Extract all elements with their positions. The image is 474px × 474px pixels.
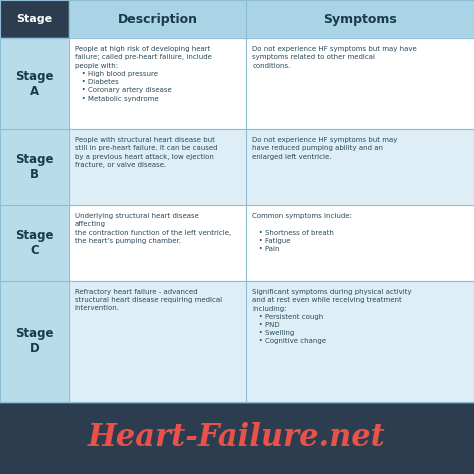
Bar bbox=[69, 0, 474, 38]
Bar bbox=[69, 38, 246, 129]
Bar bbox=[246, 205, 474, 281]
Text: Description: Description bbox=[118, 12, 198, 26]
Text: Significant symptoms during physical activity
and at rest even while receiving t: Significant symptoms during physical act… bbox=[253, 289, 412, 345]
Bar bbox=[246, 281, 474, 402]
Bar bbox=[0, 38, 69, 129]
Text: Do not experience HF symptoms but may
have reduced pumping ability and an
enlarg: Do not experience HF symptoms but may ha… bbox=[253, 137, 398, 159]
Text: Heart-Failure.net: Heart-Failure.net bbox=[88, 422, 386, 454]
Bar bbox=[0, 129, 69, 205]
Bar bbox=[69, 129, 246, 205]
Bar bbox=[246, 38, 474, 129]
Bar bbox=[69, 205, 246, 281]
Text: People with structural heart disease but
still in pre-heart failure. It can be c: People with structural heart disease but… bbox=[75, 137, 217, 168]
Bar bbox=[0, 402, 474, 474]
Bar bbox=[0, 281, 69, 402]
Text: Do not experience HF symptoms but may have
symptoms related to other medical
con: Do not experience HF symptoms but may ha… bbox=[253, 46, 417, 69]
Text: Stage: Stage bbox=[16, 14, 53, 24]
Text: Stage
A: Stage A bbox=[15, 70, 54, 98]
Text: Stage
B: Stage B bbox=[15, 153, 54, 181]
Text: Stage
C: Stage C bbox=[15, 229, 54, 257]
Text: Underlying structural heart disease
affecting
the contraction function of the le: Underlying structural heart disease affe… bbox=[75, 213, 231, 244]
Text: People at high risk of developing heart
failure; called pre-heart failure, inclu: People at high risk of developing heart … bbox=[75, 46, 211, 101]
Text: Refractory heart failure - advanced
structural heart disease requiring medical
i: Refractory heart failure - advanced stru… bbox=[75, 289, 222, 311]
Bar bbox=[69, 281, 246, 402]
Text: Common symptoms include:

   • Shortness of breath
   • Fatigue
   • Pain: Common symptoms include: • Shortness of … bbox=[253, 213, 352, 252]
Text: Stage
D: Stage D bbox=[15, 328, 54, 356]
Text: Symptoms: Symptoms bbox=[323, 12, 397, 26]
Bar bbox=[246, 129, 474, 205]
Bar bbox=[0, 0, 69, 38]
Bar bbox=[0, 205, 69, 281]
